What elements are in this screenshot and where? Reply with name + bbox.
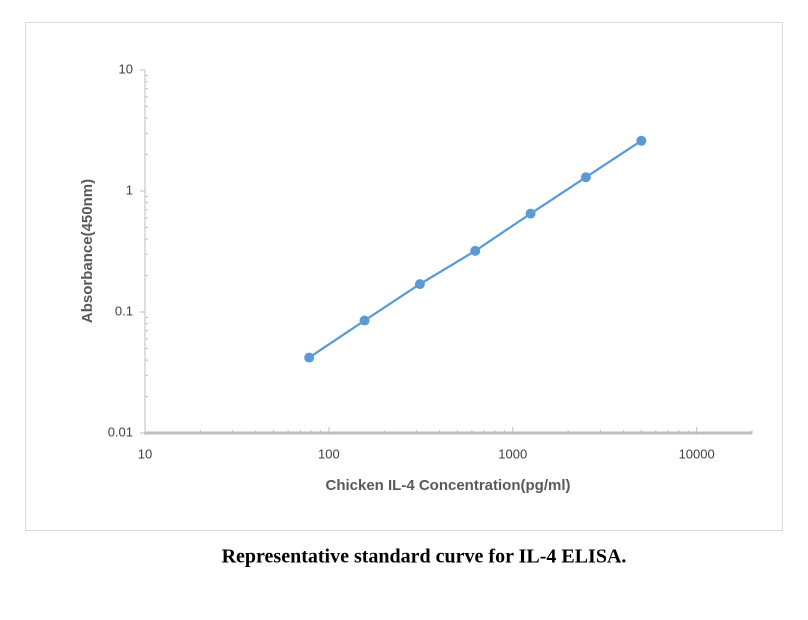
y-tick-label: 10: [119, 61, 133, 76]
data-point: [580, 172, 591, 183]
data-point: [636, 135, 647, 146]
y-tick-label: 0.1: [115, 303, 133, 318]
x-tick-label: 100: [318, 446, 340, 461]
x-tick-label: 1000: [498, 446, 527, 461]
y-axis-label: Absorbance(450nm): [79, 179, 96, 323]
chart-frame: [25, 22, 783, 531]
data-point: [470, 245, 481, 256]
x-tick-label: 10: [138, 446, 152, 461]
y-tick-label: 0.01: [108, 424, 133, 439]
caption: Representative standard curve for IL-4 E…: [222, 546, 627, 568]
data-point: [525, 208, 536, 219]
x-axis-label: Chicken IL-4 Concentration(pg/ml): [325, 477, 570, 494]
x-tick-label: 10000: [679, 446, 715, 461]
data-point: [359, 315, 370, 326]
y-tick-label: 1: [126, 182, 133, 197]
data-point: [414, 279, 425, 290]
data-point: [304, 352, 315, 363]
